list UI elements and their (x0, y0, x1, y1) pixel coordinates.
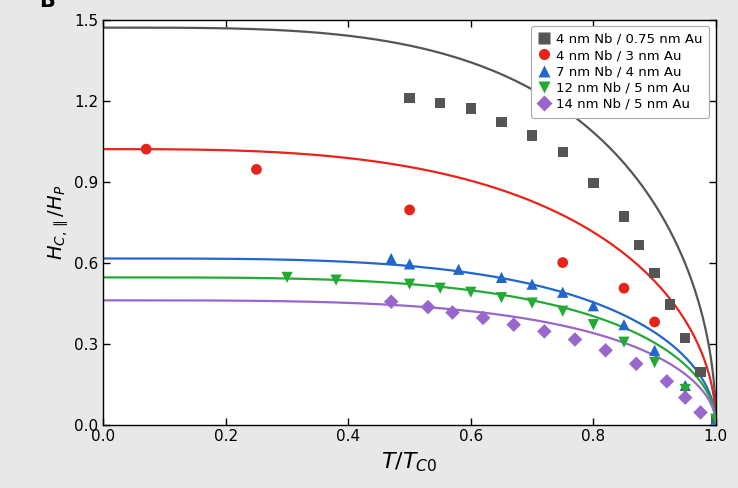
Point (250, 165, 263, 173)
Point (434, 285, 446, 292)
Point (694, 408, 706, 416)
Point (539, 327, 551, 335)
Point (404, 94, 415, 102)
Point (587, 302, 599, 310)
Point (404, 280, 415, 288)
Legend: 4 nm Nb / 0.75 nm Au, 4 nm Nb / 3 nm Au, 7 nm Nb / 4 nm Au, 12 nm Nb / 5 nm Au, : 4 nm Nb / 0.75 nm Au, 4 nm Nb / 3 nm Au,… (531, 26, 709, 118)
Point (679, 382, 691, 389)
Point (526, 132, 538, 140)
Point (633, 241, 645, 249)
Point (618, 338, 630, 346)
Point (661, 377, 673, 385)
Y-axis label: $H_{C,\parallel}/H_P$: $H_{C,\parallel}/H_P$ (47, 184, 72, 260)
Point (630, 360, 642, 368)
Text: B: B (39, 0, 55, 11)
Point (679, 334, 691, 342)
Point (679, 394, 691, 402)
Point (330, 276, 342, 284)
Point (649, 269, 661, 277)
Point (679, 386, 691, 393)
Point (557, 288, 569, 296)
Point (385, 255, 397, 263)
Point (557, 148, 569, 156)
Point (694, 368, 706, 376)
Point (465, 288, 477, 296)
Point (446, 308, 458, 316)
Point (385, 298, 397, 305)
Point (404, 206, 415, 214)
Point (404, 260, 415, 268)
Point (569, 336, 581, 344)
Point (649, 359, 661, 366)
Point (710, 415, 722, 423)
Point (587, 179, 599, 187)
Point (710, 415, 722, 423)
Point (508, 321, 520, 328)
Point (452, 265, 464, 273)
Point (649, 346, 661, 354)
Point (477, 314, 489, 322)
Point (587, 321, 599, 328)
Point (710, 415, 722, 423)
Point (618, 213, 630, 221)
Point (140, 145, 152, 153)
Point (496, 294, 508, 302)
Point (600, 346, 612, 354)
Point (664, 301, 676, 308)
X-axis label: $T/T_{C0}$: $T/T_{C0}$ (382, 450, 438, 473)
Point (496, 118, 508, 126)
Point (649, 318, 661, 326)
Point (465, 105, 477, 113)
Point (281, 273, 293, 281)
Point (434, 100, 446, 107)
Point (618, 285, 630, 292)
Point (496, 273, 508, 281)
Point (422, 303, 434, 311)
Point (557, 307, 569, 315)
Point (618, 321, 630, 328)
Point (557, 259, 569, 266)
Point (526, 299, 538, 307)
Point (526, 280, 538, 288)
